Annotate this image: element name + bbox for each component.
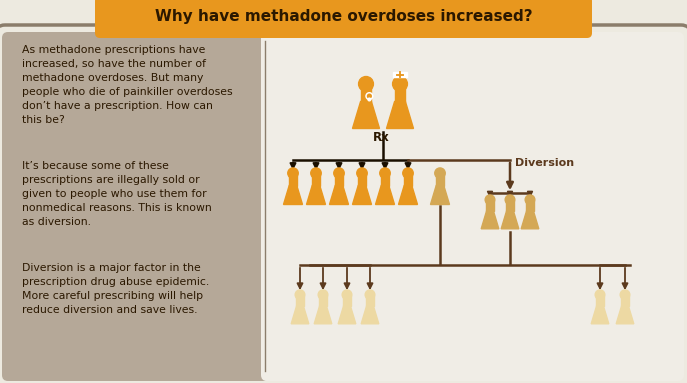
Polygon shape — [306, 185, 326, 205]
Circle shape — [359, 77, 374, 92]
Text: It’s because some of these
prescriptions are illegally sold or
given to people w: It’s because some of these prescriptions… — [22, 161, 212, 227]
Circle shape — [505, 195, 515, 205]
Circle shape — [392, 77, 407, 92]
Polygon shape — [284, 185, 302, 205]
Circle shape — [595, 290, 605, 300]
Circle shape — [485, 195, 495, 205]
Bar — [319, 296, 326, 306]
FancyBboxPatch shape — [2, 32, 269, 381]
FancyBboxPatch shape — [0, 25, 687, 383]
Bar — [358, 174, 365, 185]
Polygon shape — [376, 185, 394, 205]
Circle shape — [403, 168, 413, 178]
Polygon shape — [502, 211, 519, 229]
Circle shape — [342, 290, 352, 300]
Bar — [436, 174, 444, 185]
Bar — [297, 296, 304, 306]
Text: Why have methadone overdoses increased?: Why have methadone overdoses increased? — [155, 8, 533, 23]
Polygon shape — [616, 306, 634, 324]
Circle shape — [620, 290, 630, 300]
Circle shape — [295, 290, 305, 300]
Polygon shape — [481, 211, 499, 229]
Polygon shape — [330, 185, 348, 205]
Polygon shape — [431, 185, 449, 205]
Polygon shape — [338, 306, 356, 324]
Polygon shape — [592, 306, 609, 324]
Polygon shape — [291, 306, 308, 324]
Bar — [486, 201, 493, 211]
Bar — [312, 174, 320, 185]
Circle shape — [357, 168, 368, 178]
Polygon shape — [352, 185, 372, 205]
FancyBboxPatch shape — [95, 0, 592, 38]
Bar — [506, 201, 513, 211]
Polygon shape — [352, 101, 379, 129]
Circle shape — [435, 168, 445, 178]
Circle shape — [380, 168, 390, 178]
Circle shape — [288, 168, 298, 178]
Bar — [404, 174, 412, 185]
Circle shape — [334, 168, 344, 178]
Bar — [289, 174, 297, 185]
Polygon shape — [361, 306, 379, 324]
Text: Diversion is a major factor in the
prescription drug abuse epidemic.
More carefu: Diversion is a major factor in the presc… — [22, 263, 210, 315]
Bar — [596, 296, 603, 306]
Circle shape — [365, 290, 375, 300]
Bar — [344, 296, 350, 306]
Circle shape — [368, 98, 371, 101]
Circle shape — [525, 195, 535, 205]
Bar — [381, 174, 389, 185]
Bar — [393, 72, 407, 77]
Text: Rx: Rx — [373, 131, 390, 144]
Text: Diversion: Diversion — [515, 158, 574, 168]
Bar — [526, 201, 534, 211]
Bar — [361, 85, 372, 101]
Polygon shape — [387, 101, 414, 129]
Bar — [622, 296, 629, 306]
FancyBboxPatch shape — [261, 32, 684, 381]
Polygon shape — [314, 306, 332, 324]
Text: As methadone prescriptions have
increased, so have the number of
methadone overd: As methadone prescriptions have increase… — [22, 45, 233, 125]
Bar — [335, 174, 343, 185]
Bar — [366, 296, 374, 306]
Polygon shape — [521, 211, 539, 229]
Circle shape — [318, 290, 328, 300]
Circle shape — [311, 168, 322, 178]
Bar — [394, 85, 405, 101]
Polygon shape — [398, 185, 418, 205]
